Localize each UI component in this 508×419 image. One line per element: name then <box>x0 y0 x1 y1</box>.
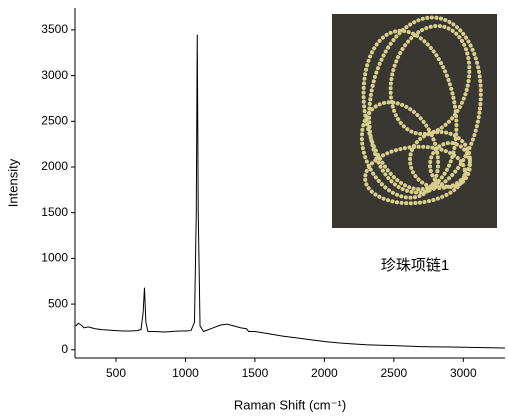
x-axis-label: Raman Shift (cm⁻¹) <box>234 397 346 412</box>
annotation: 珍珠项链1 <box>381 257 449 274</box>
pearl-strands <box>359 15 483 206</box>
y-tick-label: 2000 <box>41 159 68 173</box>
y-axis-label: Intensity <box>5 158 20 207</box>
y-tick-label: 3500 <box>41 22 68 36</box>
y-tick-label: 1500 <box>41 205 68 219</box>
x-tick-label: 2000 <box>311 366 338 380</box>
x-tick-label: 3000 <box>450 366 477 380</box>
x-tick-label: 500 <box>106 366 126 380</box>
y-tick-label: 1000 <box>41 251 68 265</box>
x-tick-label: 2500 <box>381 366 408 380</box>
x-tick-label: 1000 <box>172 366 199 380</box>
y-tick-label: 0 <box>61 342 68 356</box>
y-tick-label: 3000 <box>41 68 68 82</box>
x-tick-label: 1500 <box>242 366 269 380</box>
y-tick-label: 500 <box>48 296 68 310</box>
spectrum-line <box>75 34 506 349</box>
y-tick-label: 2500 <box>41 113 68 127</box>
inset-photo <box>332 14 497 228</box>
